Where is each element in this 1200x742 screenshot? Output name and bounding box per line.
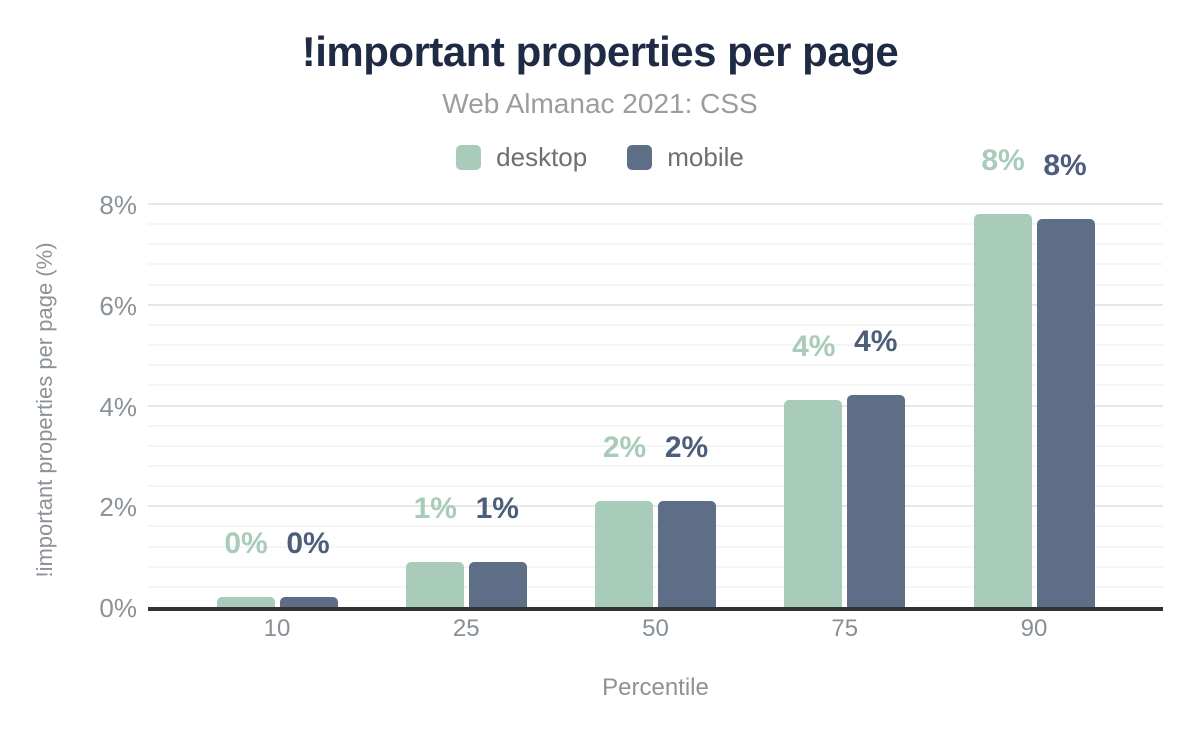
- bar-desktop-p50[interactable]: [595, 501, 653, 607]
- gridline-minor-5.2: [148, 344, 1163, 347]
- gridline-minor-1.2: [148, 545, 1163, 548]
- y-tick-8%: 8%: [99, 190, 137, 220]
- x-tick-50: 50: [642, 615, 669, 642]
- bar-label-desktop-p75: 4%: [792, 330, 836, 364]
- legend-label: desktop: [496, 141, 588, 172]
- bar-desktop-p10[interactable]: [216, 596, 275, 607]
- bar-desktop-p25[interactable]: [405, 561, 464, 607]
- gridline-major-4.0: [148, 404, 1163, 407]
- x-tick-90: 90: [1020, 615, 1048, 642]
- legend: desktop mobile: [0, 142, 1200, 172]
- bar-label-mobile-p50: 2%: [664, 431, 709, 465]
- y-tick-6%: 6%: [99, 290, 137, 321]
- chart-subtitle: Web Almanac 2021: CSS: [442, 88, 758, 119]
- bar-mobile-p75[interactable]: [847, 395, 906, 607]
- bar-desktop-p90[interactable]: [973, 214, 1032, 607]
- gridline-minor-6.8: [148, 263, 1163, 266]
- bar-label-desktop-p25: 1%: [413, 491, 457, 525]
- x-axis-title: Percentile: [602, 674, 709, 701]
- bar-label-desktop-p10: 0%: [224, 526, 268, 560]
- legend-swatch-mobile: [627, 144, 653, 170]
- legend-label: mobile: [667, 141, 744, 172]
- gridline-minor-0.4: [148, 585, 1163, 588]
- bar-label-desktop-p50: 2%: [602, 431, 647, 465]
- x-tick-10: 10: [263, 615, 291, 642]
- gridline-minor-5.6: [148, 323, 1163, 326]
- gridline-major-8.0: [148, 203, 1163, 205]
- gridline-minor-4.8: [148, 364, 1163, 367]
- gridline-minor-6.4: [148, 283, 1163, 286]
- bar-mobile-p10[interactable]: [279, 596, 338, 607]
- y-tick-2%: 2%: [99, 492, 137, 523]
- gridline-major-6.0: [148, 303, 1163, 306]
- bar-label-mobile-p10: 0%: [286, 526, 330, 560]
- bar-mobile-p25[interactable]: [468, 561, 527, 607]
- legend-item-mobile[interactable]: mobile: [627, 142, 744, 173]
- gridline-minor-2.8: [148, 464, 1163, 467]
- y-tick-4%: 4%: [99, 391, 137, 422]
- gridline-minor-4.4: [148, 384, 1163, 387]
- gridline-minor-0.8: [148, 565, 1163, 568]
- gridline-minor-7.6: [148, 223, 1163, 226]
- bar-desktop-p75[interactable]: [784, 400, 843, 607]
- y-tick-0%: 0%: [99, 593, 137, 623]
- bar-mobile-p50[interactable]: [658, 501, 716, 607]
- gridline-minor-3.6: [148, 424, 1163, 427]
- bar-label-mobile-p90: 8%: [1043, 149, 1087, 183]
- bar-mobile-p90[interactable]: [1036, 219, 1095, 607]
- bar-label-desktop-p90: 8%: [981, 144, 1025, 178]
- gridline-minor-2.4: [148, 485, 1163, 488]
- gridline-major-2.0: [148, 505, 1163, 508]
- gridline-minor-1.6: [148, 525, 1163, 528]
- legend-item-desktop[interactable]: desktop: [456, 142, 587, 173]
- gridline-minor-3.2: [148, 444, 1163, 447]
- legend-swatch-desktop: [456, 144, 482, 170]
- x-tick-25: 25: [452, 615, 480, 642]
- bar-label-mobile-p75: 4%: [854, 325, 898, 359]
- x-axis-line: [148, 607, 1163, 611]
- gridline-minor-7.2: [148, 243, 1163, 246]
- bar-label-mobile-p25: 1%: [475, 491, 519, 525]
- chart-title: !important properties per page: [301, 28, 899, 75]
- x-tick-75: 75: [831, 615, 859, 642]
